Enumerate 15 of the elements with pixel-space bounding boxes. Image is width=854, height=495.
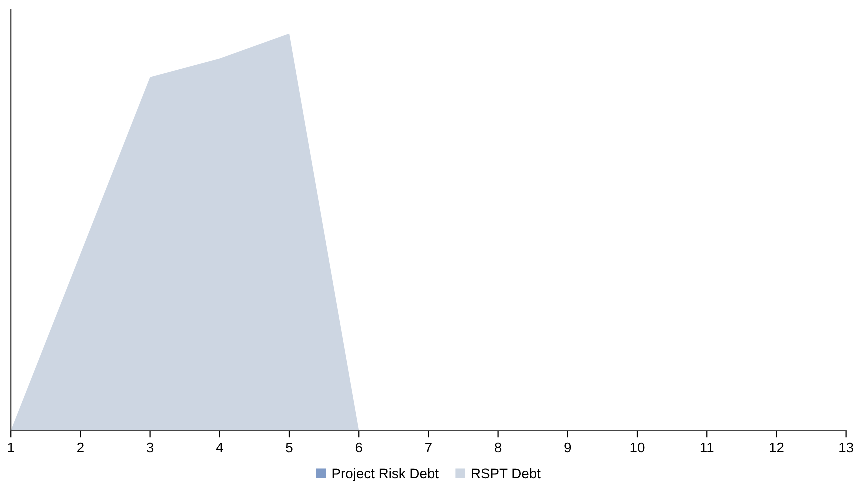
- x-tick-label: 13: [840, 442, 854, 453]
- x-tick-label: 4: [216, 442, 224, 453]
- legend-label: RSPT Debt: [472, 468, 541, 479]
- legend-label: Project Risk Debt: [332, 468, 439, 482]
- x-tick-label: 6: [356, 442, 362, 453]
- x-tick-label: 2: [78, 442, 84, 453]
- x-tick-label: 10: [630, 442, 645, 453]
- x-tick-label: 5: [286, 442, 293, 453]
- x-tick-label: 9: [564, 442, 572, 453]
- x-tick-label: 7: [426, 442, 432, 453]
- x-tick-label: 12: [770, 442, 784, 453]
- x-tick-label: 3: [146, 442, 154, 453]
- x-tick-label: 8: [495, 442, 502, 453]
- x-tick-label: 11: [700, 442, 714, 453]
- x-tick-label: 1: [8, 442, 14, 453]
